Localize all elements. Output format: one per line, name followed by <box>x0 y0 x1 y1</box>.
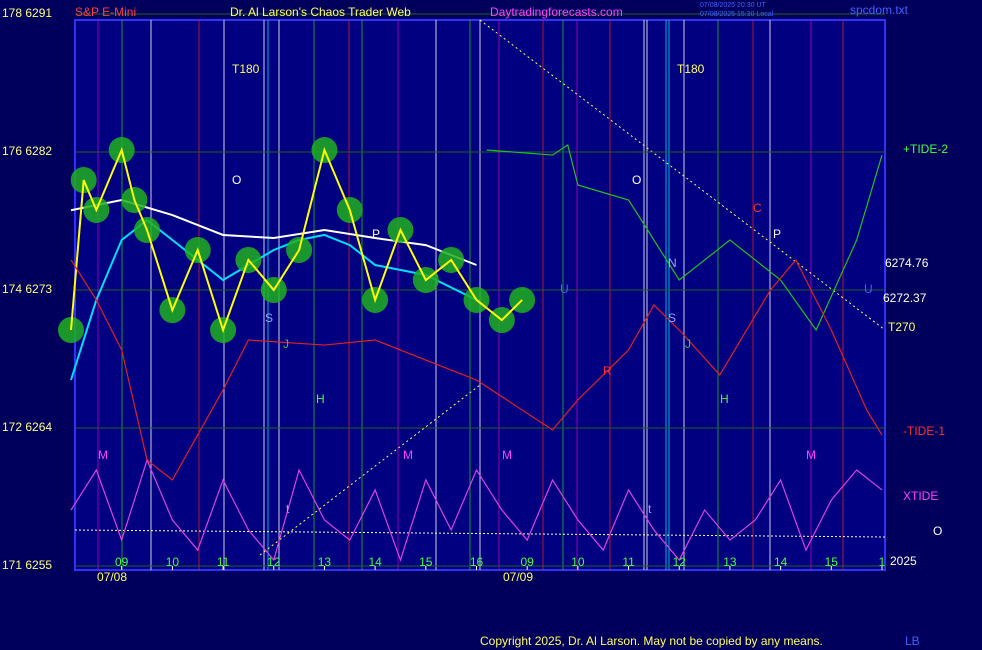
tide-label: -TIDE-1 <box>903 424 945 438</box>
x-tick-label: 09 <box>521 555 535 569</box>
annotation: C <box>753 201 762 215</box>
x-tick-label: 16 <box>470 555 484 569</box>
symbol: S&P E-Mini <box>75 5 136 19</box>
price-label: 6274.76 <box>885 256 929 270</box>
annotation: O <box>232 173 241 187</box>
y-tick-label: 172 6264 <box>2 420 52 434</box>
series-line <box>70 458 883 562</box>
annotation: S <box>668 311 676 325</box>
y-tick-label: 178 6291 <box>2 6 52 20</box>
annotation: P <box>372 227 380 241</box>
x-tick-label: 14 <box>368 555 382 569</box>
trend-line <box>479 19 886 331</box>
annotation: t <box>648 502 652 516</box>
copyright: Copyright 2025, Dr. Al Larson. May not b… <box>480 634 823 648</box>
annotation: T180 <box>232 62 260 76</box>
x-tick-label: 15 <box>419 555 433 569</box>
x-tick-label: 14 <box>774 555 788 569</box>
price-label: 6272.37 <box>883 291 927 305</box>
y-tick-label: 176 6282 <box>2 144 52 158</box>
annotation: M <box>806 448 816 462</box>
annotation: U <box>864 282 873 296</box>
annotation: J <box>685 337 691 351</box>
annotation: P <box>773 227 781 241</box>
year: 2025 <box>890 554 917 568</box>
date-label: 07/09 <box>503 570 533 584</box>
tide-label: T270 <box>888 320 916 334</box>
annotation: M <box>502 448 512 462</box>
annotation: U <box>560 282 569 296</box>
chart-title: Dr. Al Larson's Chaos Trader Web <box>230 5 411 19</box>
timestamp: 07/08/2025 15:30 Local <box>700 11 774 18</box>
corner-label: LB <box>905 634 920 648</box>
x-tick-label: 13 <box>723 555 737 569</box>
x-tick-label: 11 <box>217 555 230 569</box>
x-tick-label: 1 <box>879 555 886 569</box>
tide-label: +TIDE-2 <box>903 142 948 156</box>
tide-label: O <box>933 524 942 538</box>
site: Daytradingforecasts.com <box>490 5 623 19</box>
annotation: N <box>668 256 677 270</box>
annotation: R <box>603 364 612 378</box>
annotation: O <box>632 173 641 187</box>
annotation: H <box>720 392 729 406</box>
annotation: M <box>98 448 108 462</box>
annotation: t <box>286 502 290 516</box>
annotation: H <box>316 392 325 406</box>
x-tick-label: 10 <box>571 555 585 569</box>
series-line <box>70 146 523 334</box>
series-line <box>486 143 883 332</box>
x-tick-label: 10 <box>166 555 180 569</box>
series-line <box>70 258 883 481</box>
y-tick-label: 174 6273 <box>2 282 52 296</box>
base-line <box>74 529 886 538</box>
marks <box>58 13 885 570</box>
x-tick-label: 15 <box>825 555 839 569</box>
x-tick-label: 13 <box>318 555 332 569</box>
annotation: T180 <box>677 62 705 76</box>
tide-label: XTIDE <box>903 489 938 503</box>
x-tick-label: 12 <box>673 555 687 569</box>
timestamp: 07/08/2025 20:30 UT <box>700 2 766 9</box>
annotation: J <box>283 337 289 351</box>
x-tick-label: 09 <box>115 555 129 569</box>
file-name: spcdom.txt <box>850 3 909 17</box>
trend-line <box>259 384 481 556</box>
annotation: S <box>265 311 273 325</box>
annotation: M <box>403 448 413 462</box>
y-tick-label: 171 6255 <box>2 558 52 572</box>
date-label: 07/08 <box>97 570 127 584</box>
x-tick-label: 11 <box>622 555 635 569</box>
x-tick-label: 12 <box>267 555 281 569</box>
